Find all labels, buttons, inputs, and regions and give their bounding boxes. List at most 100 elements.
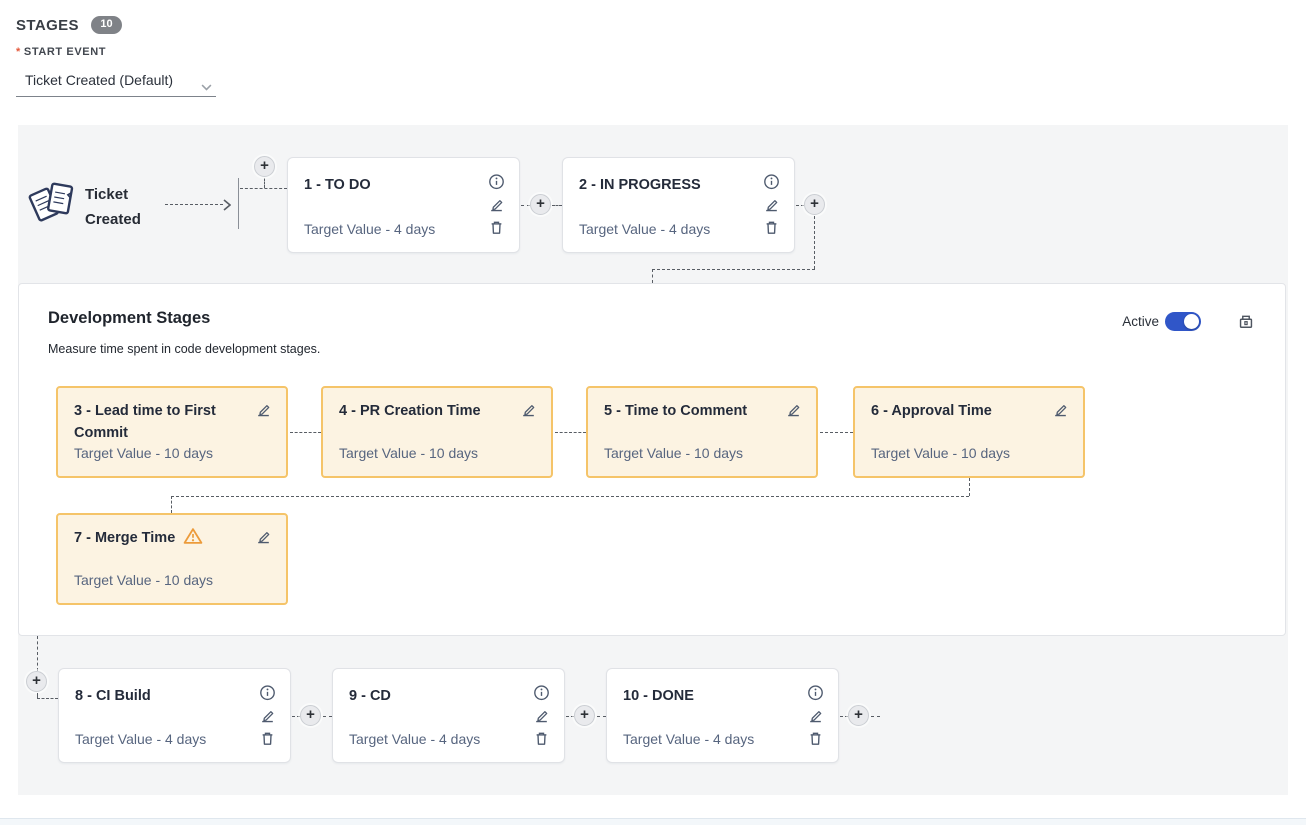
stages-flow-canvas: Ticket Created + 1 - TO DO Target Value … <box>18 125 1288 795</box>
stage-name: 8 - CI Build <box>75 688 151 704</box>
chevron-down-icon <box>201 78 212 96</box>
stage-count-badge: 10 <box>91 16 122 34</box>
info-icon[interactable] <box>807 684 824 701</box>
connector-line <box>292 716 300 717</box>
stage-card-9: 9 - CD Target Value - 4 days <box>332 668 565 763</box>
add-stage-button[interactable]: + <box>530 194 551 215</box>
connector-line <box>840 716 848 717</box>
stage-target-value: Target Value - 10 days <box>74 572 214 588</box>
connector-line <box>652 269 815 270</box>
stage-target-value: Target Value - 4 days <box>623 731 755 747</box>
connector-line <box>597 716 606 717</box>
stage-name: 6 - Approval Time <box>871 403 992 419</box>
stage-card-3: 3 - Lead time to First Commit Target Val… <box>56 386 288 478</box>
delete-icon[interactable] <box>488 219 505 236</box>
connector-line <box>171 496 172 513</box>
stage-name: 9 - CD <box>349 688 391 704</box>
connector-line <box>37 698 58 699</box>
add-stage-button[interactable]: + <box>26 671 47 692</box>
connector-line <box>165 204 223 205</box>
connector-line <box>566 716 574 717</box>
edit-icon[interactable] <box>255 528 272 545</box>
connector-line <box>969 478 970 496</box>
add-stage-button[interactable]: + <box>574 705 595 726</box>
stage-name: 7 - Merge Time <box>74 527 242 549</box>
page-title: STAGES <box>16 16 79 34</box>
add-stage-button[interactable]: + <box>300 705 321 726</box>
start-node-label: Ticket Created <box>85 186 141 228</box>
connector-line <box>521 205 530 206</box>
group-subtitle: Measure time spent in code development s… <box>48 342 321 356</box>
connector-line <box>37 636 38 671</box>
stage-target-value: Target Value - 4 days <box>579 221 711 237</box>
ticket-icon <box>26 177 78 232</box>
connector-line <box>238 178 239 229</box>
connector-line <box>820 432 853 433</box>
add-stage-button[interactable]: + <box>254 156 275 177</box>
connector-line <box>796 205 804 206</box>
edit-icon[interactable] <box>785 401 802 418</box>
add-stage-button[interactable]: + <box>848 705 869 726</box>
info-icon[interactable] <box>763 173 780 190</box>
stage-target-value: Target Value - 4 days <box>75 731 207 747</box>
stage-card-8: 8 - CI Build Target Value - 4 days <box>58 668 291 763</box>
arrow-right-icon <box>223 198 231 216</box>
start-event-value: Ticket Created (Default) <box>25 72 174 88</box>
stage-target-value: Target Value - 10 days <box>74 445 214 461</box>
connector-line <box>290 432 321 433</box>
stage-target-value: Target Value - 4 days <box>304 221 436 237</box>
stage-name: 3 - Lead time to First Commit <box>74 403 216 441</box>
delete-icon[interactable] <box>259 730 276 747</box>
stage-card-4: 4 - PR Creation Time Target Value - 10 d… <box>321 386 553 478</box>
stage-target-value: Target Value - 10 days <box>339 445 479 461</box>
delete-icon[interactable] <box>533 730 550 747</box>
stage-card-1: 1 - TO DO Target Value - 4 days <box>287 157 520 253</box>
delete-icon[interactable] <box>807 730 824 747</box>
stage-card-6: 6 - Approval Time Target Value - 10 days <box>853 386 1085 478</box>
connector-line <box>240 188 287 189</box>
info-icon[interactable] <box>488 173 505 190</box>
edit-icon[interactable] <box>488 196 505 213</box>
delete-icon[interactable] <box>763 219 780 236</box>
start-event-label: * START EVENT <box>16 46 107 58</box>
stage-name: 2 - IN PROGRESS <box>579 177 701 193</box>
info-icon[interactable] <box>259 684 276 701</box>
connector-line <box>264 178 265 188</box>
add-stage-button[interactable]: + <box>804 194 825 215</box>
start-event-select[interactable]: Ticket Created (Default) <box>16 66 216 97</box>
toggle-knob <box>1184 314 1199 329</box>
stage-card-2: 2 - IN PROGRESS Target Value - 4 days <box>562 157 795 253</box>
page-header: STAGES 10 <box>16 16 122 34</box>
connector-line <box>37 693 38 698</box>
required-asterisk: * <box>16 46 21 58</box>
warning-icon <box>183 527 203 545</box>
stage-target-value: Target Value - 4 days <box>349 731 481 747</box>
connector-line <box>171 496 969 497</box>
edit-icon[interactable] <box>533 707 550 724</box>
active-toggle-label: Active <box>1122 314 1159 329</box>
info-icon[interactable] <box>533 684 550 701</box>
stage-name: 1 - TO DO <box>304 177 371 193</box>
lock-icon[interactable] <box>1237 311 1255 331</box>
stage-name: 10 - DONE <box>623 688 694 704</box>
connector-line <box>871 716 880 717</box>
active-toggle[interactable] <box>1165 312 1201 331</box>
stage-name: 5 - Time to Comment <box>604 403 748 419</box>
next-section-edge <box>0 818 1306 825</box>
stage-card-5: 5 - Time to Comment Target Value - 10 da… <box>586 386 818 478</box>
edit-icon[interactable] <box>763 196 780 213</box>
connector-line <box>552 205 562 206</box>
edit-icon[interactable] <box>259 707 276 724</box>
edit-icon[interactable] <box>255 401 272 418</box>
connector-line <box>323 716 332 717</box>
connector-line <box>814 216 815 269</box>
connector-line <box>555 432 586 433</box>
stage-card-7: 7 - Merge Time Target Value - 10 days <box>56 513 288 605</box>
stage-name: 4 - PR Creation Time <box>339 403 481 419</box>
edit-icon[interactable] <box>1052 401 1069 418</box>
group-title: Development Stages <box>48 309 211 327</box>
edit-icon[interactable] <box>520 401 537 418</box>
stage-target-value: Target Value - 10 days <box>604 445 744 461</box>
stage-target-value: Target Value - 10 days <box>871 445 1011 461</box>
edit-icon[interactable] <box>807 707 824 724</box>
